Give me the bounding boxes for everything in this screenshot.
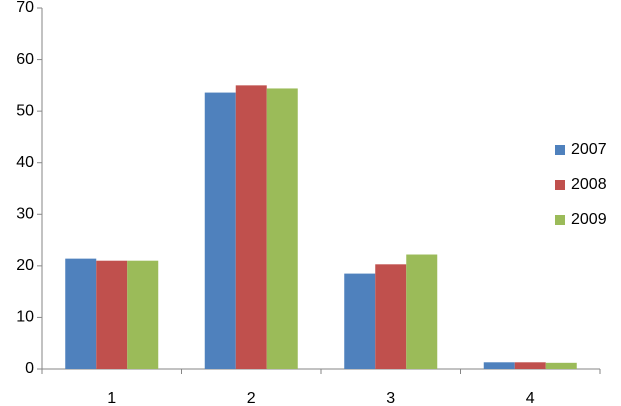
- bar: [406, 254, 438, 369]
- bar: [127, 260, 159, 369]
- bar: [204, 92, 236, 369]
- bar: [545, 362, 577, 369]
- y-tick-label: 60: [16, 51, 34, 68]
- legend-swatch: [555, 145, 565, 155]
- x-tick-label: 2: [247, 390, 256, 406]
- x-tick-label: 1: [107, 390, 116, 406]
- y-tick-label: 10: [16, 309, 34, 326]
- bar: [344, 273, 376, 369]
- bar: [96, 260, 128, 369]
- y-tick-label: 20: [16, 257, 34, 274]
- legend-swatch: [555, 180, 565, 190]
- x-tick-label: 3: [386, 390, 395, 406]
- legend-label: 2009: [571, 211, 607, 228]
- y-tick-label: 40: [16, 154, 34, 171]
- bar: [483, 362, 515, 369]
- y-tick-label: 30: [16, 206, 34, 223]
- legend-swatch: [555, 215, 565, 225]
- bar: [65, 258, 97, 369]
- bar: [375, 264, 407, 369]
- legend-label: 2008: [571, 176, 607, 193]
- y-tick-label: 0: [25, 360, 34, 377]
- bar: [266, 88, 298, 370]
- y-tick-label: 70: [16, 0, 34, 16]
- x-tick-label: 4: [526, 390, 535, 406]
- bar: [514, 362, 546, 369]
- y-tick-label: 50: [16, 102, 34, 119]
- legend-label: 2007: [571, 141, 607, 158]
- bar: [235, 85, 267, 369]
